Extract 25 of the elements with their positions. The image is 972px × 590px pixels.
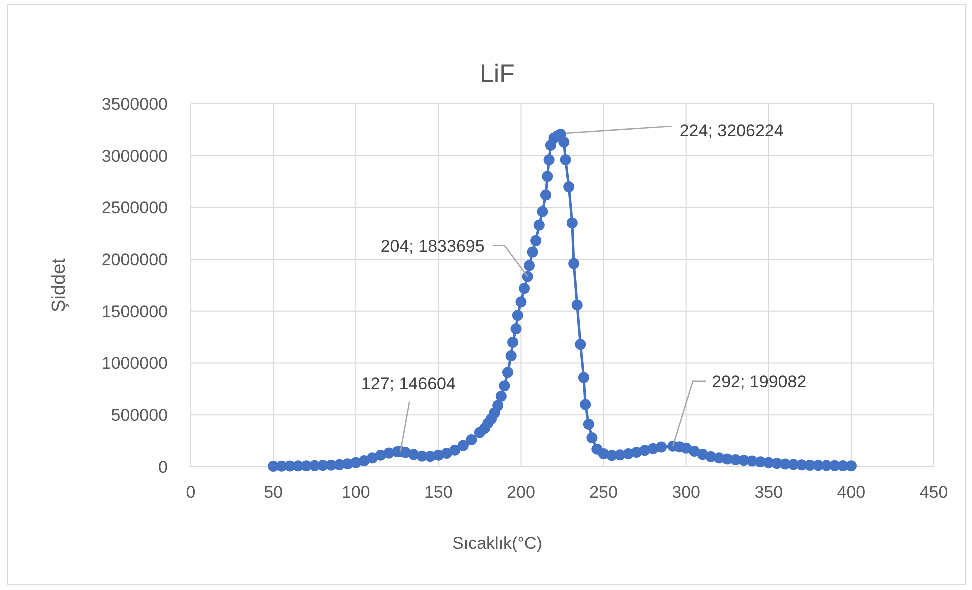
y-tick-label: 2000000: [102, 250, 168, 270]
x-tick-label: 350: [754, 483, 784, 502]
y-tick-label: 0: [158, 458, 168, 477]
y-tick-label: 1500000: [102, 302, 168, 322]
y-tick-label: 3000000: [102, 146, 168, 166]
chart-title: LiF: [480, 60, 515, 88]
annotation: 127; 146604: [361, 374, 456, 394]
x-tick-label: 400: [837, 483, 866, 502]
x-tick-label: 100: [342, 483, 370, 502]
x-tick-label: 450: [920, 483, 948, 502]
annotation: 224; 3206224: [680, 121, 784, 140]
y-axis-title: Şiddet: [49, 258, 70, 312]
x-tick-label: 250: [590, 483, 618, 502]
x-tick-label: 0: [186, 483, 196, 502]
y-tick-label: 3500000: [102, 94, 168, 114]
x-tick-label: 300: [672, 483, 701, 502]
annotation: 204; 1833695: [380, 236, 485, 256]
x-axis-title: Sıcaklık(°C): [452, 534, 542, 553]
x-tick-label: 200: [507, 483, 536, 502]
x-tick-label: 50: [264, 483, 284, 502]
y-tick-label: 1000000: [102, 354, 168, 374]
x-tick-label: 150: [424, 483, 453, 502]
annotation: 292; 199082: [712, 372, 807, 392]
y-tick-label: 500000: [111, 406, 168, 426]
y-tick-label: 2500000: [102, 198, 168, 218]
